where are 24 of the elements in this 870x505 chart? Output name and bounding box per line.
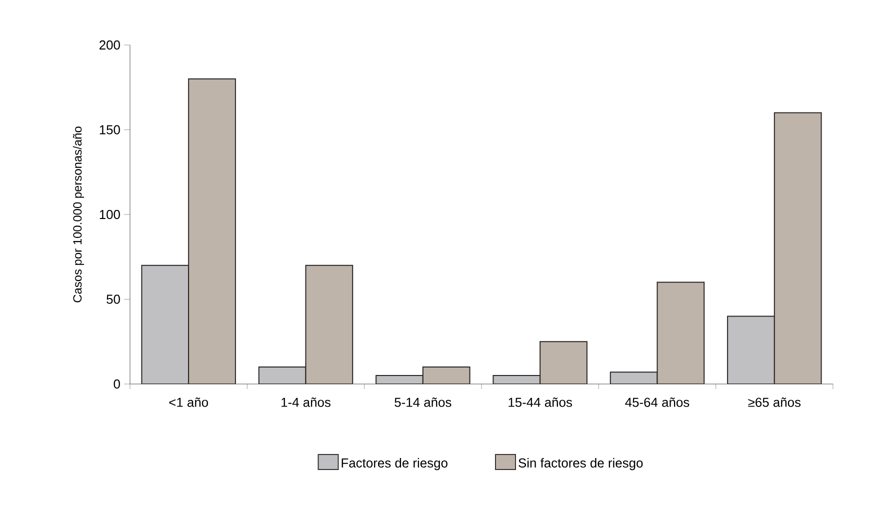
y-axis-title: Casos por 100.000 personas/año bbox=[72, 126, 84, 302]
bar bbox=[188, 78, 236, 384]
bar bbox=[305, 264, 354, 384]
bar bbox=[422, 366, 470, 384]
x-tick-label: 45-64 años bbox=[625, 398, 690, 407]
y-tick-label: 50 bbox=[106, 294, 120, 304]
bar bbox=[610, 372, 658, 384]
bar bbox=[656, 282, 705, 384]
y-tick-label: 100 bbox=[100, 210, 120, 220]
x-tick-label: 15-44 años bbox=[508, 398, 572, 407]
y-tick-label: 200 bbox=[100, 40, 120, 50]
bar bbox=[258, 366, 306, 384]
bar bbox=[141, 264, 190, 384]
y-tick-label: 0 bbox=[114, 379, 120, 389]
legend-label: Factores de riesgo bbox=[342, 458, 448, 470]
y-tick-label: 150 bbox=[100, 125, 120, 134]
x-tick-label: ≥65 años bbox=[748, 398, 801, 407]
bar bbox=[774, 112, 822, 384]
x-tick-label: 5-14 años bbox=[394, 398, 452, 407]
x-tick-label: <1 año bbox=[169, 398, 208, 407]
bar bbox=[540, 341, 588, 384]
x-tick-label: 1-4 años bbox=[282, 398, 330, 407]
legend-label: Sin factores de riesgo bbox=[518, 458, 643, 470]
bar bbox=[727, 316, 775, 384]
